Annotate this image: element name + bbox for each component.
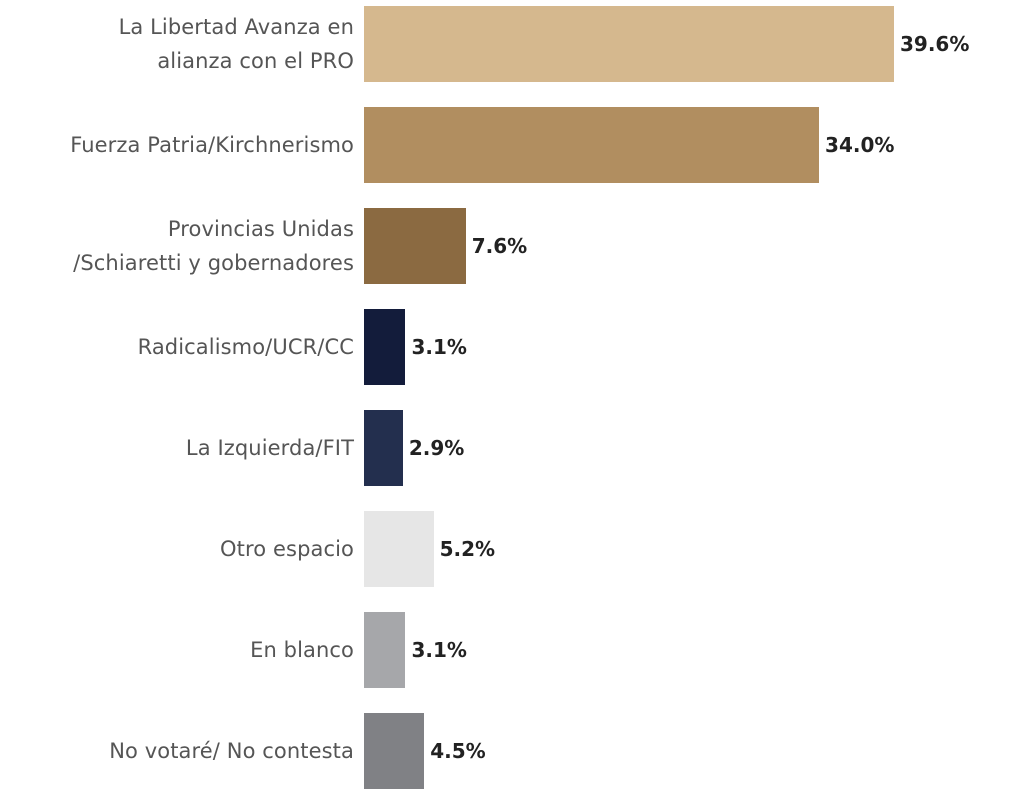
value-label: 4.5% [430,739,486,763]
value-label: 3.1% [411,638,467,662]
category-label: Fuerza Patria/Kirchnerismo [4,107,354,183]
bar [364,208,466,284]
category-label-line: No votaré/ No contesta [109,739,354,763]
category-label-line: Provincias Unidas [167,217,354,241]
category-label-line: alianza con el PRO [157,49,354,73]
category-label-line: La Libertad Avanza en [118,15,354,39]
category-label-line: Radicalismo/UCR/CC [137,335,354,359]
bar [364,410,403,486]
bar [364,107,820,183]
bar [364,511,434,587]
category-label: La Libertad Avanza en alianza con el PRO [4,6,354,82]
category-label: Radicalismo/UCR/CC [4,309,354,385]
bar [364,713,425,789]
value-label: 5.2% [439,537,496,561]
value-label: 39.6% [900,32,970,56]
bar [364,309,406,385]
category-label: No votaré/ No contesta [4,713,354,789]
category-label-line: En blanco [250,638,354,662]
category-label: En blanco [4,612,354,688]
category-label-line: Otro espacio [220,537,354,561]
category-label: Provincias Unidas/Schiaretti y gobernado… [4,208,354,284]
value-label: 7.6% [471,234,528,258]
value-label: 34.0% [825,133,895,157]
category-label: Otro espacio [4,511,354,587]
category-label: La Izquierda/FIT [4,410,354,486]
value-label: 2.9% [408,436,465,460]
category-label-line: Fuerza Patria/Kirchnerismo [70,133,354,157]
category-label-line: La Izquierda/FIT [185,436,354,460]
value-label: 3.1% [411,335,467,359]
category-label-line: /Schiaretti y gobernadores [73,251,354,275]
bar [364,612,406,688]
bar [364,6,894,82]
